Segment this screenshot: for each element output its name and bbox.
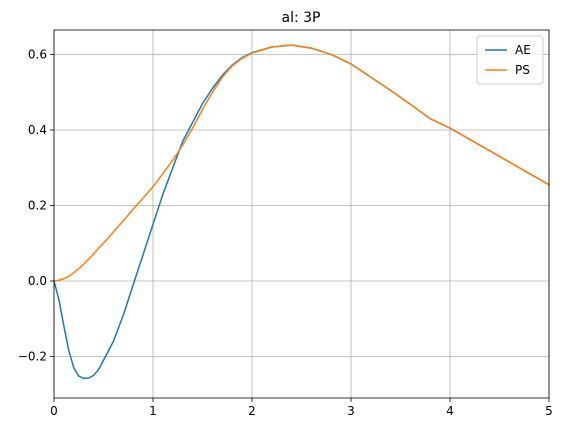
y-tick-label: 0.0 (28, 274, 47, 288)
series-line-ps (53, 44, 550, 282)
chart-title: al: 3P (282, 10, 321, 26)
x-tick-label: 3 (347, 404, 355, 418)
y-tick-label: 0.2 (28, 199, 47, 213)
x-tick-label: 4 (446, 404, 454, 418)
y-tick-label: 0.4 (28, 123, 47, 137)
x-tick-label: 1 (149, 404, 157, 418)
y-tick-label: −0.2 (18, 349, 47, 363)
legend-label: PS (515, 63, 530, 77)
series-line-ae (53, 44, 550, 380)
axis-ticks: 0 1 2 3 4 5 −0.2 0.0 0.2 0.4 0.6 (18, 48, 553, 418)
y-tick-label: 0.6 (28, 48, 47, 62)
legend-box (476, 35, 544, 85)
x-tick-label: 0 (50, 404, 58, 418)
series-layer (53, 44, 550, 380)
plot-frame (53, 29, 550, 399)
legend-label: AE (515, 43, 531, 57)
x-tick-label: 5 (545, 404, 553, 418)
x-tick-label: 2 (248, 404, 256, 418)
legend: AE PS (476, 35, 544, 85)
